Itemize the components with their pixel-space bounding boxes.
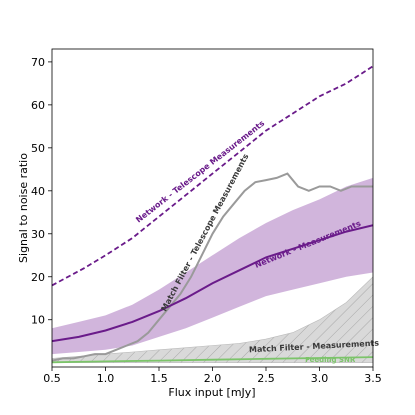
x-tick-label: 1.5: [150, 372, 168, 385]
axes: 0.5 1.0 1.5 2.0 2.5 3.0 3.5 10 20 30 40 50 60 70: [31, 56, 382, 385]
y-tick-label: 60: [31, 99, 45, 112]
y-tick-label: 20: [31, 271, 45, 284]
x-tick-label: 3.0: [311, 372, 329, 385]
network-measurements-line: [52, 224, 373, 343]
x-tick-label: 3.5: [364, 372, 382, 385]
y-tick-label: 50: [31, 142, 45, 155]
y-tick-label: 30: [31, 228, 45, 241]
network-telescope-line: [52, 65, 373, 287]
match-filter-telescope-line: [52, 172, 373, 362]
plot-area: [52, 65, 373, 364]
network-measurements-band: [52, 177, 373, 355]
series-annotation-0: Network - Telescope Measurements: [134, 119, 266, 225]
x-tick-label: 1.0: [97, 372, 115, 385]
x-axis-label: Flux input [mJy]: [168, 386, 255, 399]
y-axis-label: Signal to noise ratio: [17, 153, 30, 263]
series-annotation-4: Feeding SNR: [305, 356, 356, 364]
y-tick-label: 10: [31, 314, 45, 327]
x-tick-label: 0.5: [43, 372, 61, 385]
y-tick-label: 40: [31, 185, 45, 198]
match-filter-measurements-band: [52, 276, 373, 363]
y-tick-label: 70: [31, 56, 45, 69]
x-tick-label: 2.5: [257, 372, 275, 385]
x-tick-label: 2.0: [204, 372, 222, 385]
feeding-snr-line: [52, 356, 373, 364]
